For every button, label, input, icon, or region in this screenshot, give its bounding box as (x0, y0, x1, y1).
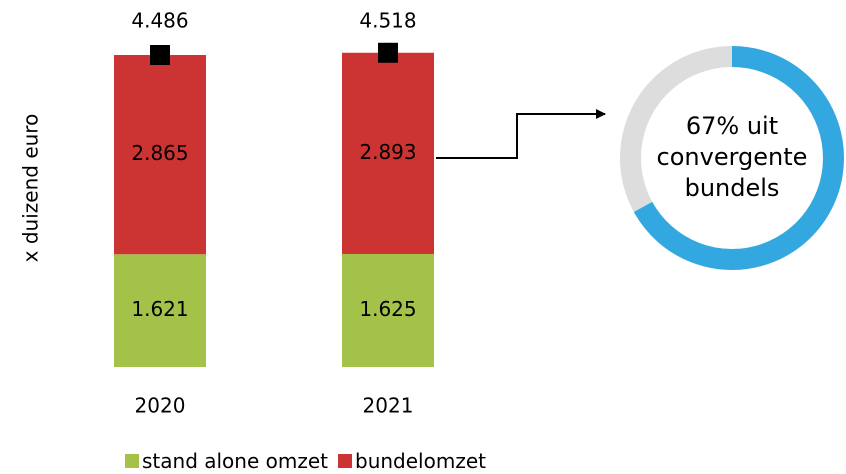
y-axis-label: x duizend euro (19, 114, 43, 263)
legend-item-stand-alone: stand alone omzet (125, 449, 328, 473)
bar-segment-stand-alone-2021 (342, 253, 434, 367)
connector-arrow (436, 109, 606, 159)
donut-text-line-1: 67% uit (686, 112, 778, 140)
donut-text-line-2: convergente (657, 143, 808, 171)
category-label-2020: 2020 (135, 394, 186, 418)
total-label-2021: 4.518 (359, 9, 416, 33)
connector-line (436, 109, 606, 159)
legend-label-bundelomzet: bundelomzet (355, 449, 486, 473)
category-label-2021: 2021 (363, 394, 414, 418)
donut-highlight-segment (633, 46, 844, 270)
bar-segment-bundel-2020 (114, 55, 206, 255)
data-label-stand-alone-2020: 1.621 (131, 297, 188, 321)
bar-segment-stand-alone-2020 (114, 254, 206, 367)
data-label-stand-alone-2021: 1.625 (359, 297, 416, 321)
total-label-2020: 4.486 (131, 9, 188, 33)
donut-chart: 67% uit convergente bundels (620, 46, 844, 270)
legend-label-stand-alone: stand alone omzet (142, 449, 328, 473)
data-label-bundel-2020: 2.865 (131, 141, 188, 165)
legend-swatch-bundelomzet (338, 454, 352, 468)
legend-item-bundelomzet: bundelomzet (338, 449, 486, 473)
bars-group: 1.621 2.865 4.486 2020 1.625 2.893 4.518 2021 (114, 9, 434, 418)
legend: stand alone omzet bundelomzet (125, 449, 496, 473)
donut-text-line-3: bundels (685, 174, 780, 202)
total-marker-2021 (378, 42, 398, 63)
bar-segment-bundel-2021 (342, 52, 434, 254)
total-marker-2020 (150, 45, 170, 65)
data-label-bundel-2021: 2.893 (359, 140, 416, 164)
legend-swatch-stand-alone (125, 454, 139, 468)
